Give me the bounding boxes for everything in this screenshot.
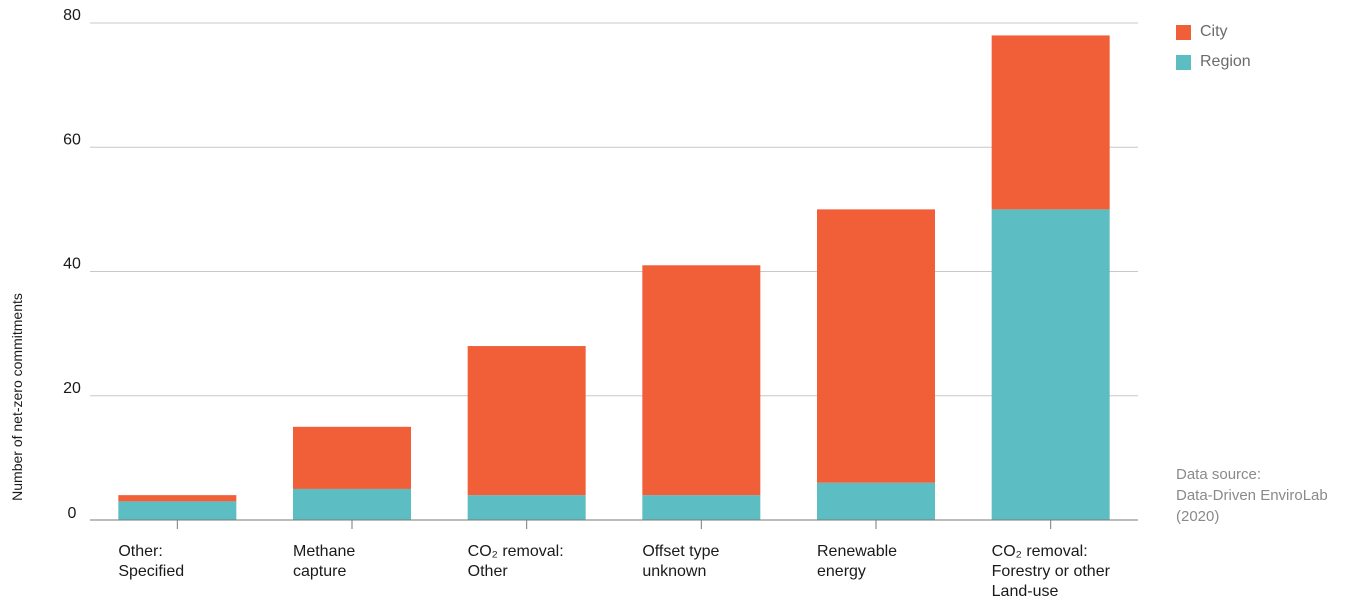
y-tick-label: 80: [63, 7, 81, 24]
bar-segment-city: [467, 346, 586, 496]
y-axis-ticks: 0 20 40 60 80: [63, 7, 81, 522]
source-line: Data-Driven EnviroLab: [1176, 487, 1328, 504]
x-tick-label: Offset type unknown: [642, 543, 719, 580]
bars: [118, 35, 1110, 520]
legend: City Region: [1176, 22, 1251, 82]
bar-segment-region: [467, 495, 586, 520]
bar-segment-city: [118, 495, 237, 502]
bar-segment-city: [293, 426, 411, 489]
bar-segment-region: [817, 482, 935, 520]
bar-segment-city: [817, 209, 935, 483]
y-axis-label: Number of net-zero commitments: [9, 293, 25, 501]
bar-segment-region: [642, 495, 761, 520]
bar-segment-city: [642, 265, 761, 496]
legend-label-region: Region: [1200, 53, 1251, 70]
legend-swatch-city: [1176, 24, 1191, 40]
y-tick-label: 0: [68, 505, 77, 522]
legend-item-region: Region: [1176, 52, 1251, 72]
data-source-note: Data source: Data-Driven EnviroLab (2020…: [1176, 464, 1328, 527]
legend-item-city: City: [1176, 22, 1251, 42]
bar-segment-region: [118, 501, 237, 520]
gridlines: [90, 22, 1138, 397]
bar-segment-city: [991, 35, 1110, 210]
x-tick-label: Methane capture: [293, 543, 355, 580]
x-tick-label: CO₂ removal: Forestry or other Land-use: [992, 543, 1111, 600]
legend-swatch-region: [1176, 54, 1191, 70]
y-tick-label: 60: [63, 131, 81, 148]
y-tick-label: 40: [63, 256, 81, 273]
x-tick-label: CO₂ removal: Other: [468, 543, 564, 580]
y-tick-label: 20: [63, 380, 81, 397]
x-tick-label: Renewable energy: [817, 543, 897, 580]
source-line: (2020): [1176, 508, 1220, 525]
x-tick-label: Other: Specified: [118, 543, 184, 580]
legend-label-city: City: [1200, 23, 1228, 40]
bar-segment-region: [991, 209, 1110, 520]
bar-segment-region: [293, 488, 411, 520]
source-line: Data source:: [1176, 466, 1262, 483]
x-axis: Other: Specified Methane capture CO₂ removal…: [90, 519, 1138, 600]
